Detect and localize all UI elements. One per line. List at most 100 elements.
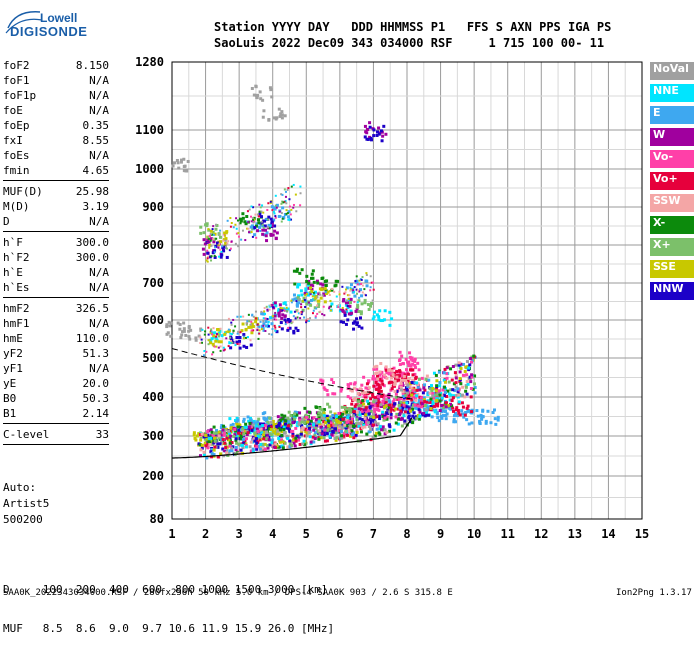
echo-band-point <box>311 435 315 439</box>
echo-band-point <box>268 443 272 447</box>
echo-point-x- <box>366 303 370 307</box>
echo-hop3-point <box>256 213 259 216</box>
echo-band-point <box>411 421 415 425</box>
echo-point-w <box>366 127 370 131</box>
echo-hop2-point <box>281 307 284 310</box>
echo-hop3-point <box>286 188 289 191</box>
echo-point-x- <box>348 415 352 419</box>
echo-band-point <box>278 428 282 432</box>
echo-band-point <box>313 436 317 440</box>
echo-band-point <box>260 446 264 450</box>
echo-band-point <box>321 423 325 427</box>
echo-point-noval <box>182 157 186 161</box>
echo-point-vo- <box>359 407 363 411</box>
echo-band-point <box>284 419 288 423</box>
param-separator <box>3 180 109 181</box>
echo-band-point <box>302 443 306 447</box>
echo-hop3-point <box>220 250 223 253</box>
echo-point-nne <box>284 308 288 312</box>
echo-point-sse <box>212 334 216 338</box>
echo-point-noval <box>250 86 254 90</box>
echo-point-nne <box>223 331 227 335</box>
echo-band-point <box>262 433 266 437</box>
echo-band-point <box>301 417 305 421</box>
echo-point-x- <box>293 417 297 421</box>
echo-point-ssw <box>408 384 412 388</box>
echo-point-ssw <box>407 377 411 381</box>
echo-hop3-point <box>281 200 284 203</box>
echo-point-x- <box>303 406 307 410</box>
echo-band-point <box>372 400 376 404</box>
echo-point-w <box>398 413 402 417</box>
echo-band-point <box>261 442 265 446</box>
param-row: B0 50.3 <box>3 391 109 406</box>
echo-point-w <box>319 282 323 286</box>
echo-point-x- <box>356 305 360 309</box>
echo-band-point <box>330 426 334 430</box>
echo-point-e <box>435 411 439 415</box>
echo-point-vo- <box>382 384 386 388</box>
param-label: hmF1 <box>3 317 30 330</box>
echo-point-e <box>253 426 257 430</box>
echo-point-sse <box>262 429 266 433</box>
echo-point-x- <box>214 227 218 231</box>
echo-point-nne <box>388 310 392 314</box>
echo-band-point <box>380 428 384 432</box>
echo-point-nnw <box>267 215 271 219</box>
echo-point-x- <box>203 437 207 441</box>
echo-hop2-point <box>307 301 310 304</box>
echo-point-noval <box>166 331 170 335</box>
echo-band-point <box>419 396 423 400</box>
echo-band-point <box>276 432 280 436</box>
echo-band-point <box>301 426 305 430</box>
echo-band-point <box>308 425 312 429</box>
echo-hop2-point <box>207 333 210 336</box>
echo-band-point <box>278 440 282 444</box>
echo-hop3-point <box>236 219 239 222</box>
echo-hop3-point <box>292 203 295 206</box>
echo-band-point <box>319 436 323 440</box>
muf-distance-row: D 100 200 400 600 800 1000 1500 3000 [km… <box>3 583 328 596</box>
echo-band-point <box>263 442 267 446</box>
echo-hop2-point <box>279 307 282 310</box>
echo-point-e <box>287 210 291 214</box>
echo-point-x- <box>277 426 281 430</box>
echo-hop2-point <box>358 296 361 299</box>
echo-point-nnw <box>376 130 380 134</box>
echo-hop2-point <box>297 298 300 301</box>
echo-point-w <box>377 126 381 130</box>
echo-point-nne <box>381 319 385 323</box>
echo-point-e <box>353 407 357 411</box>
echo-band-point <box>294 436 298 440</box>
echo-hop3-point <box>208 234 211 237</box>
echo-hop3-point <box>251 228 254 231</box>
echo-band-point <box>208 443 212 447</box>
echo-point-x- <box>302 296 306 300</box>
plot-border <box>171 61 643 520</box>
echo-point-x- <box>257 221 261 225</box>
echo-point-noval <box>187 326 191 330</box>
echo-hop3-point <box>299 192 302 195</box>
echo-point-noval <box>184 333 188 337</box>
echo-band-point <box>438 409 442 413</box>
echo-hop2-point <box>215 345 218 348</box>
echo-hop2-point <box>290 301 293 304</box>
echo-band-point <box>286 445 290 449</box>
echo-point-nnw <box>253 226 257 230</box>
echo-band-point <box>349 421 353 425</box>
echo-band-point <box>454 376 458 380</box>
echo-point-ssw <box>363 391 367 395</box>
echo-point-x- <box>199 225 203 229</box>
echo-point-nne <box>377 315 381 319</box>
echo-point-nne <box>220 334 224 338</box>
x-tick-label: 15 <box>635 527 649 541</box>
echo-band-point <box>424 408 428 412</box>
param-label: yF2 <box>3 347 23 360</box>
echo-hop3-point <box>235 232 238 235</box>
echo-band-point <box>239 443 243 447</box>
echo-band-point <box>227 452 231 456</box>
echo-point-nnw <box>288 429 292 433</box>
param-row: hmE 110.0 <box>3 331 109 346</box>
echo-point-e <box>296 411 300 415</box>
echo-band-point <box>473 374 477 378</box>
